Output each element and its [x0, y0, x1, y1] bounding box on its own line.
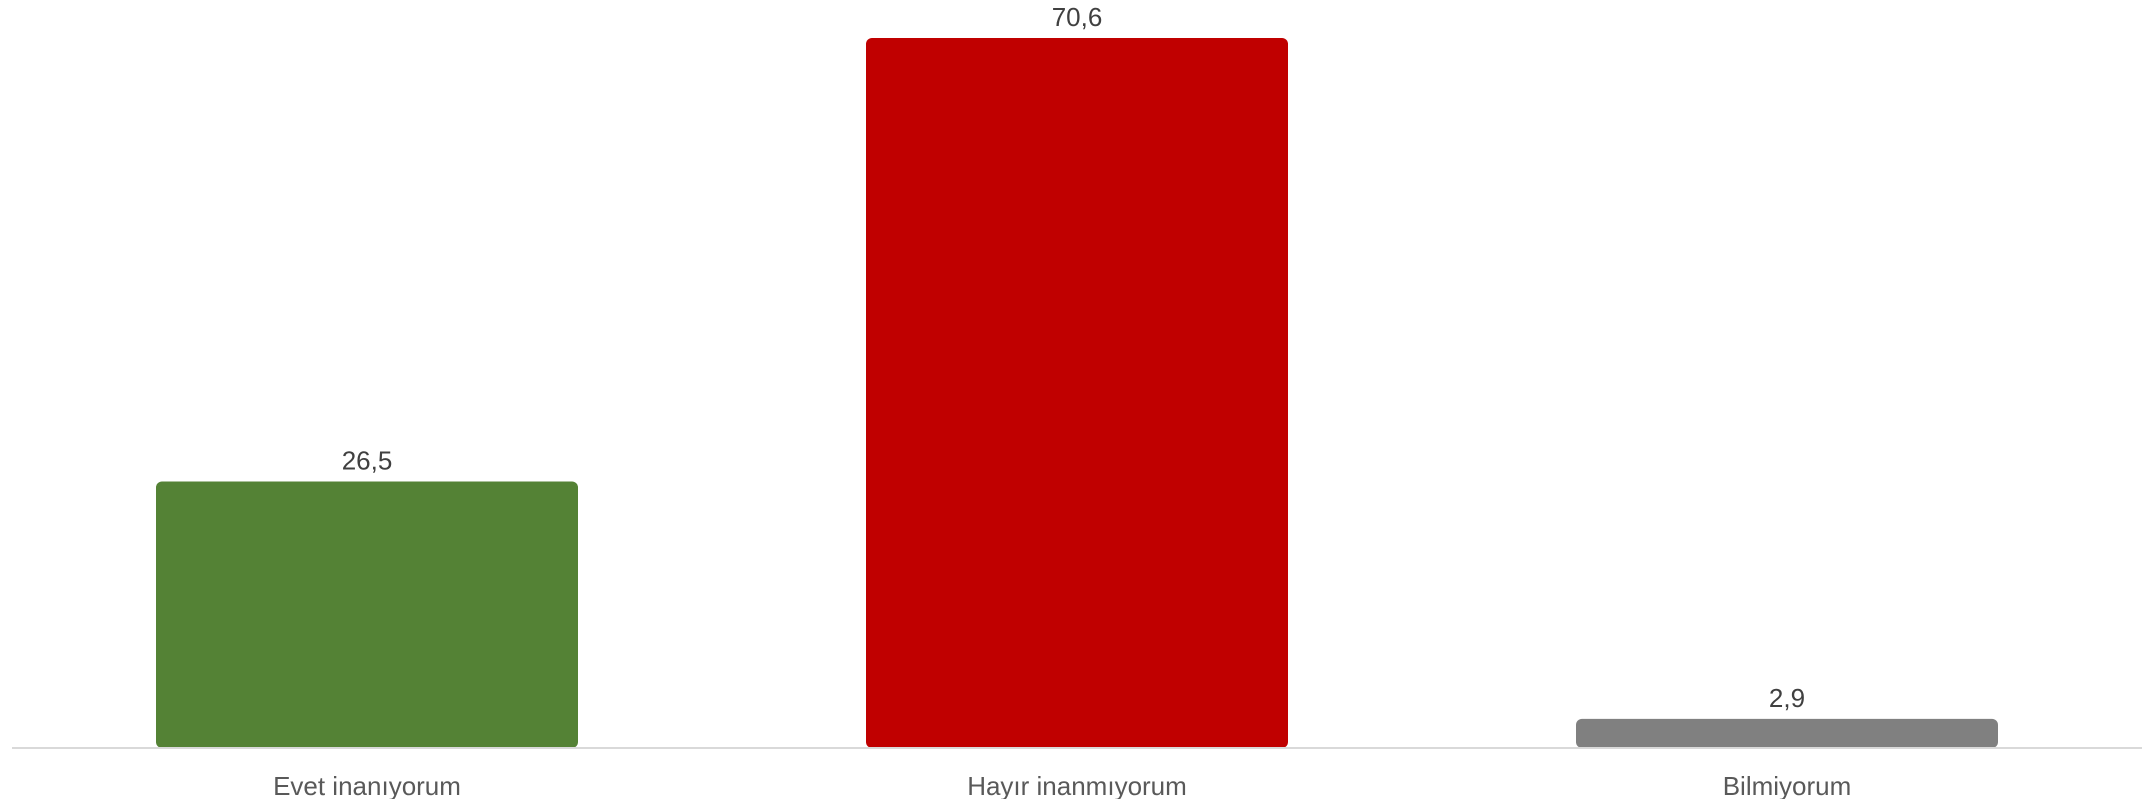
category-label-hayir-inanmiyorum: Hayır inanmıyorum — [967, 771, 1187, 799]
bar-evet-inaniyorum — [156, 481, 578, 748]
bar-bilmiyorum — [1576, 718, 1998, 748]
category-label-bilmiyorum: Bilmiyorum — [1723, 771, 1852, 799]
category-labels-group: Evet inanıyorum Hayır inanmıyorum Bilmiyor… — [273, 771, 1851, 799]
bar-hayir-inanmiyorum — [866, 38, 1288, 748]
category-label-evet-inaniyorum: Evet inanıyorum — [273, 771, 461, 799]
data-label-evet-inaniyorum: 26,5 — [342, 445, 393, 475]
data-label-hayir-inanmiyorum: 70,6 — [1052, 2, 1103, 32]
bars-group — [156, 38, 1998, 748]
data-labels-group: 26,5 70,6 2,9 — [342, 2, 1805, 713]
data-label-bilmiyorum: 2,9 — [1769, 683, 1805, 713]
